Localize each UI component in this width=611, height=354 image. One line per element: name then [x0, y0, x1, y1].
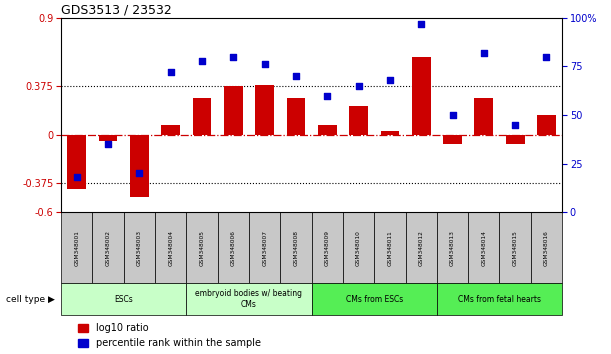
Bar [412, 57, 431, 135]
Point [479, 50, 489, 56]
Bar [531, 212, 562, 283]
Bar [130, 135, 149, 197]
Point [416, 21, 426, 26]
Bar [67, 135, 86, 189]
Point [291, 73, 301, 79]
Text: GSM348010: GSM348010 [356, 230, 361, 266]
Text: cell type ▶: cell type ▶ [6, 295, 55, 304]
Bar [312, 212, 343, 283]
Bar [92, 212, 123, 283]
Bar [61, 212, 92, 283]
Bar [343, 212, 375, 283]
Bar [161, 125, 180, 135]
Bar [381, 131, 400, 135]
Text: embryoid bodies w/ beating
CMs: embryoid bodies w/ beating CMs [196, 290, 302, 309]
Bar [99, 135, 117, 141]
Point [448, 112, 458, 118]
Bar [437, 212, 468, 283]
Text: GSM348008: GSM348008 [293, 230, 298, 266]
Bar [437, 283, 562, 315]
Text: GSM348015: GSM348015 [513, 230, 518, 266]
Text: GSM348006: GSM348006 [231, 230, 236, 266]
Legend: log10 ratio, percentile rank within the sample: log10 ratio, percentile rank within the … [78, 324, 261, 348]
Text: GSM348012: GSM348012 [419, 230, 423, 266]
Bar [468, 212, 500, 283]
Point [323, 93, 332, 98]
Point [166, 69, 175, 75]
Point [134, 171, 144, 176]
Text: GSM348014: GSM348014 [481, 230, 486, 266]
Point [541, 54, 551, 59]
Bar [249, 212, 280, 283]
Point [197, 58, 207, 63]
Text: GSM348002: GSM348002 [106, 230, 111, 266]
Point [354, 83, 364, 88]
Bar [280, 212, 312, 283]
Text: GSM348011: GSM348011 [387, 230, 392, 266]
Point [229, 54, 238, 59]
Text: GSM348016: GSM348016 [544, 230, 549, 266]
Bar [349, 106, 368, 135]
Text: GSM348007: GSM348007 [262, 230, 267, 266]
Bar [500, 212, 531, 283]
Bar [475, 98, 493, 135]
Bar [537, 115, 556, 135]
Bar [186, 283, 312, 315]
Bar [61, 283, 186, 315]
Bar [312, 283, 437, 315]
Text: GSM348004: GSM348004 [168, 230, 173, 266]
Bar [155, 212, 186, 283]
Bar [374, 212, 406, 283]
Bar [506, 135, 524, 144]
Bar [287, 98, 306, 135]
Bar [318, 125, 337, 135]
Bar [218, 212, 249, 283]
Text: GSM348009: GSM348009 [325, 230, 330, 266]
Text: GSM348013: GSM348013 [450, 230, 455, 266]
Text: GSM348001: GSM348001 [75, 230, 79, 266]
Point [103, 141, 113, 147]
Bar [406, 212, 437, 283]
Point [385, 77, 395, 83]
Bar [186, 212, 218, 283]
Bar [192, 98, 211, 135]
Point [260, 62, 269, 67]
Text: CMs from ESCs: CMs from ESCs [346, 295, 403, 304]
Text: GDS3513 / 23532: GDS3513 / 23532 [61, 4, 172, 17]
Point [510, 122, 520, 128]
Bar [224, 86, 243, 135]
Bar [443, 135, 462, 144]
Point [72, 175, 82, 180]
Bar [255, 85, 274, 135]
Text: CMs from fetal hearts: CMs from fetal hearts [458, 295, 541, 304]
Bar [123, 212, 155, 283]
Text: GSM348003: GSM348003 [137, 230, 142, 266]
Text: ESCs: ESCs [114, 295, 133, 304]
Text: GSM348005: GSM348005 [200, 230, 205, 266]
